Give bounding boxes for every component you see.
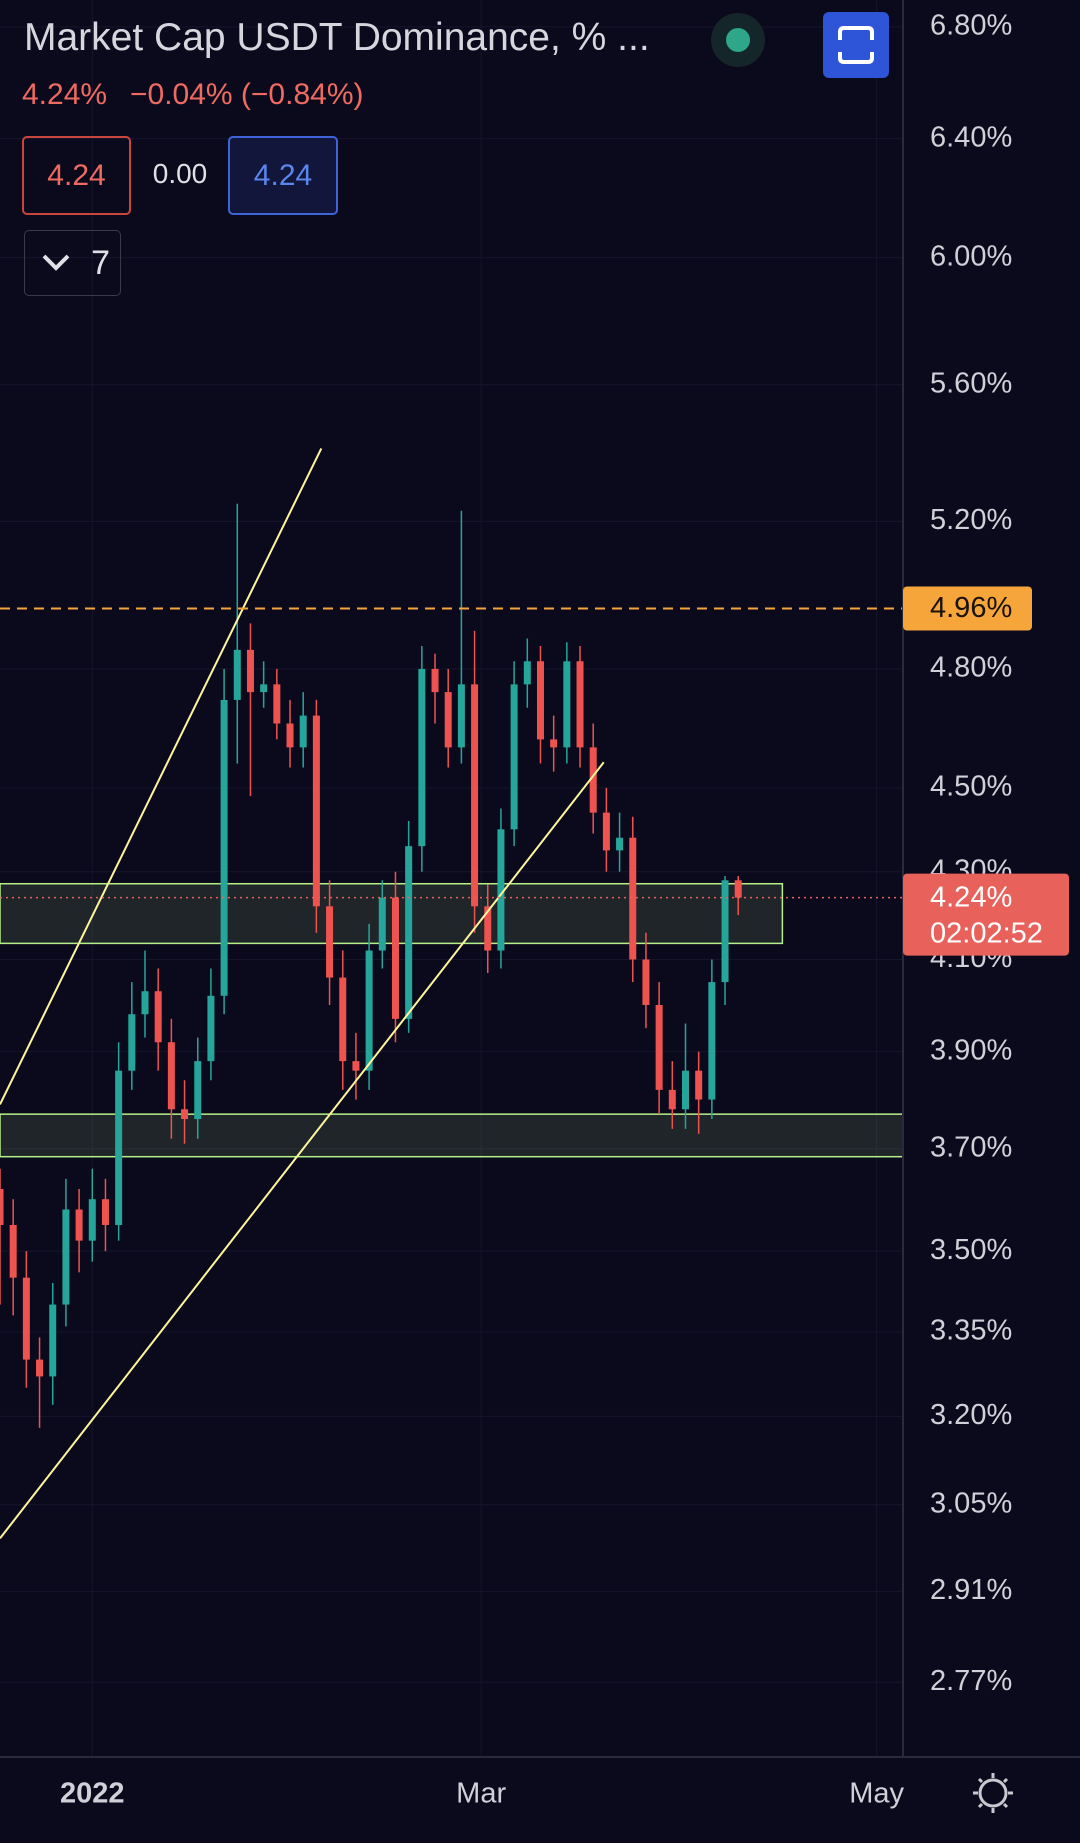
candle-body bbox=[497, 829, 505, 951]
candle-body bbox=[101, 1199, 109, 1225]
candle-body bbox=[326, 906, 334, 978]
candle-body bbox=[273, 684, 281, 724]
x-tick-label: May bbox=[849, 1778, 904, 1810]
candle-body bbox=[391, 897, 399, 1019]
candle-body bbox=[484, 906, 492, 951]
candle-body bbox=[115, 1070, 123, 1225]
last-price-tag bbox=[903, 873, 1069, 956]
y-tick-label: 6.40% bbox=[930, 121, 1012, 153]
candle-body bbox=[405, 846, 413, 1019]
candle-body bbox=[550, 739, 558, 748]
candle-body bbox=[457, 684, 465, 748]
y-tick-label: 3.05% bbox=[930, 1487, 1012, 1519]
candle-body bbox=[339, 977, 347, 1062]
candle-body bbox=[642, 959, 650, 1006]
y-tick-label: 3.70% bbox=[930, 1131, 1012, 1163]
candle-body bbox=[655, 1005, 663, 1090]
candle-body bbox=[523, 661, 531, 685]
candle-body bbox=[62, 1209, 70, 1305]
trend-line bbox=[0, 761, 605, 1539]
gear bbox=[978, 1778, 1008, 1808]
candle-body bbox=[312, 715, 320, 907]
candle-body bbox=[75, 1209, 83, 1241]
indicators-toggle[interactable]: 7 bbox=[24, 230, 121, 296]
zone bbox=[0, 882, 784, 945]
y-tick-label: 5.60% bbox=[930, 367, 1012, 399]
candle-body bbox=[49, 1304, 57, 1377]
ask-box[interactable]: 4.24 bbox=[228, 136, 338, 215]
candle-body bbox=[22, 1277, 30, 1360]
spread: 0.00 bbox=[152, 157, 208, 189]
price-tag bbox=[903, 586, 1032, 631]
candle-body bbox=[734, 880, 742, 898]
candle-body bbox=[88, 1199, 96, 1241]
candle-body bbox=[510, 684, 518, 830]
y-tick-label: 3.20% bbox=[930, 1399, 1012, 1431]
settings-icon[interactable] bbox=[963, 1763, 1023, 1823]
y-tick-label: 4.80% bbox=[930, 652, 1012, 684]
candle-body bbox=[576, 661, 584, 748]
candle-body bbox=[708, 982, 716, 1100]
trend-line bbox=[0, 447, 323, 1105]
title: Market Cap USDT Dominance, % ... bbox=[24, 16, 650, 59]
y-tick-label: 6.00% bbox=[930, 240, 1012, 272]
y-tick-label: 4.50% bbox=[930, 771, 1012, 803]
candle-body bbox=[616, 837, 624, 851]
candle-body bbox=[563, 661, 571, 748]
candle-body bbox=[352, 1061, 360, 1071]
y-tick-label: 2.77% bbox=[930, 1665, 1012, 1697]
candle-body bbox=[260, 684, 268, 693]
candle-body bbox=[365, 950, 373, 1071]
candle-body bbox=[471, 684, 479, 907]
last-price-label: 4.24% bbox=[930, 881, 1012, 913]
change: −0.04% (−0.84%) bbox=[130, 78, 364, 111]
x-tick-label: 2022 bbox=[60, 1778, 125, 1810]
candle-body bbox=[167, 1042, 175, 1110]
candle-body bbox=[536, 661, 544, 740]
price-tag-label: 4.96% bbox=[930, 592, 1012, 624]
candle-body bbox=[9, 1224, 17, 1278]
bid-box[interactable]: 4.24 bbox=[22, 136, 131, 215]
candle-body bbox=[431, 668, 439, 693]
candle-body bbox=[181, 1109, 189, 1120]
y-tick-label: 3.50% bbox=[930, 1234, 1012, 1266]
candle-body bbox=[154, 991, 162, 1043]
candle-body bbox=[721, 880, 729, 983]
candle-body bbox=[233, 649, 241, 700]
y-tick-label: 2.91% bbox=[930, 1574, 1012, 1606]
candle-body bbox=[194, 1061, 202, 1120]
candle-body bbox=[589, 747, 597, 813]
zone bbox=[0, 1113, 904, 1158]
x-tick-label: Mar bbox=[456, 1778, 506, 1810]
candle-body bbox=[0, 1188, 4, 1225]
gear-teeth bbox=[973, 1773, 1013, 1813]
candle-body bbox=[681, 1070, 689, 1110]
candle-body bbox=[629, 837, 637, 960]
y-tick-label: 3.35% bbox=[930, 1315, 1012, 1347]
candle-body bbox=[602, 812, 610, 851]
candle-body bbox=[695, 1070, 703, 1100]
candle-body bbox=[207, 995, 215, 1062]
countdown: 02:02:52 bbox=[930, 917, 1043, 949]
last-value: 4.24% bbox=[22, 78, 108, 111]
y-tick-label: 3.90% bbox=[930, 1034, 1012, 1066]
candle-body bbox=[299, 715, 307, 748]
candle-body bbox=[286, 723, 294, 748]
candle-body bbox=[668, 1089, 676, 1110]
candle-body bbox=[246, 649, 254, 693]
candle-body bbox=[141, 991, 149, 1015]
candle-body bbox=[220, 699, 228, 996]
candle-body bbox=[444, 692, 452, 748]
candle-body bbox=[36, 1359, 44, 1377]
candle-body bbox=[418, 668, 426, 847]
y-tick-label: 6.80% bbox=[930, 10, 1012, 42]
candle-body bbox=[128, 1014, 136, 1071]
y-tick-label: 5.20% bbox=[930, 504, 1012, 536]
candle-body bbox=[378, 897, 386, 951]
